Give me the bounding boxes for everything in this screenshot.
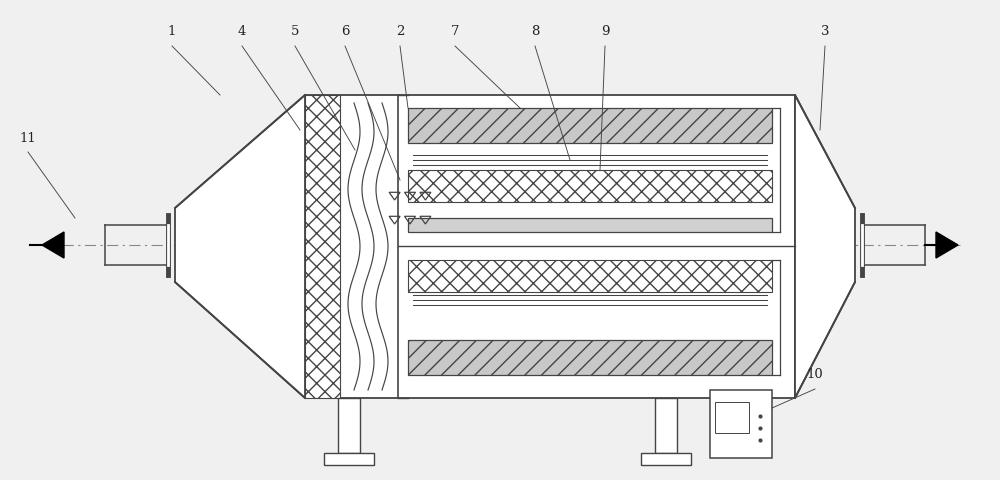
Text: 3: 3 <box>821 25 829 38</box>
Bar <box>408 108 772 143</box>
Bar <box>710 390 772 458</box>
Bar <box>408 340 772 375</box>
Text: 10: 10 <box>807 369 823 382</box>
Bar <box>305 95 340 398</box>
Text: 5: 5 <box>291 25 299 38</box>
Text: 8: 8 <box>531 25 539 38</box>
Bar <box>408 260 772 292</box>
Bar <box>641 453 691 465</box>
Text: 9: 9 <box>601 25 609 38</box>
Polygon shape <box>175 95 305 398</box>
Text: 1: 1 <box>168 25 176 38</box>
Bar <box>338 398 360 453</box>
Text: 7: 7 <box>451 25 459 38</box>
Bar <box>715 402 749 433</box>
Bar <box>305 95 795 398</box>
Bar <box>408 170 772 202</box>
Bar <box>324 453 374 465</box>
Bar <box>655 398 677 453</box>
Text: 11: 11 <box>20 132 36 144</box>
Text: 2: 2 <box>396 25 404 38</box>
Bar <box>408 218 772 232</box>
Polygon shape <box>936 232 958 258</box>
Text: 6: 6 <box>341 25 349 38</box>
Text: 4: 4 <box>238 25 246 38</box>
Polygon shape <box>42 232 64 258</box>
Polygon shape <box>795 95 855 398</box>
